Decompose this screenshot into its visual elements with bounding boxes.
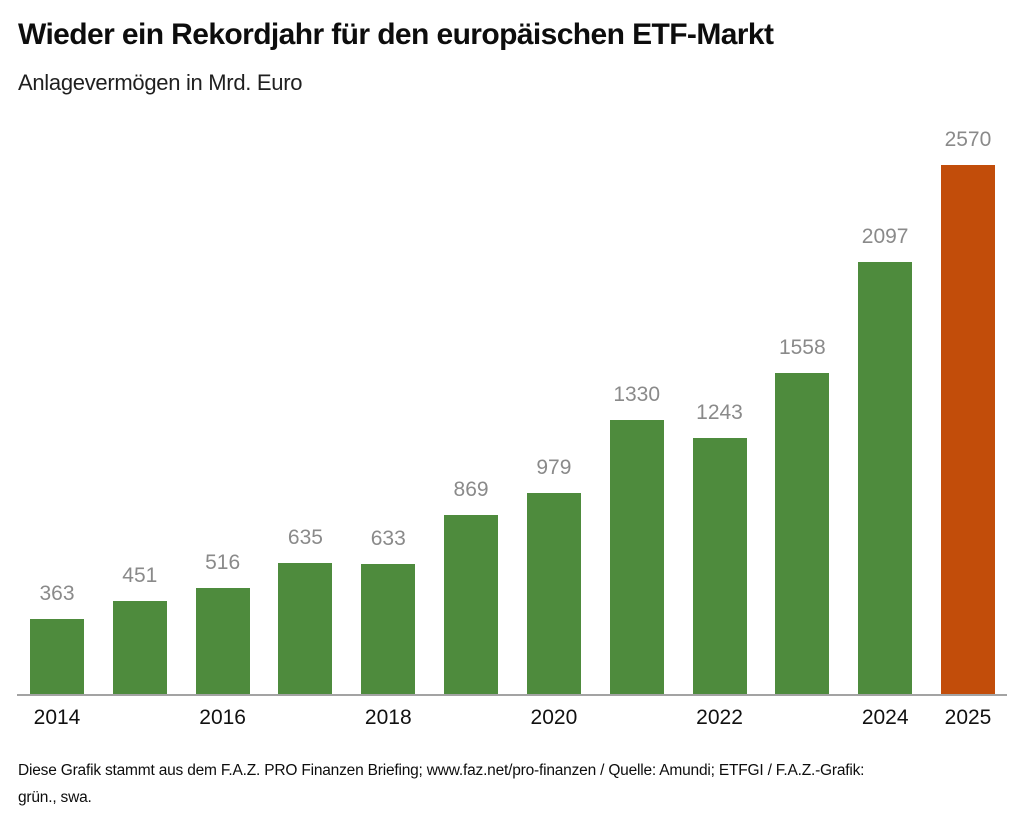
bar-value-label-2025: 2570 (944, 128, 992, 151)
bar-column-2022: 1243 (692, 401, 747, 694)
bar-column-2021: 1330 (609, 383, 664, 694)
bar-column-2017: 635 (278, 526, 333, 694)
bar-value-label-2014: 363 (39, 582, 75, 606)
bar-value-label-2024: 2097 (861, 225, 909, 249)
source-note: Diese Grafik stammt aus dem F.A.Z. PRO F… (18, 757, 1010, 811)
bar-column-2016: 516 (195, 550, 250, 694)
bar-column-2014: 363 (30, 582, 84, 694)
bar-value-label-2016: 516 (205, 550, 241, 574)
bar-2025 (940, 165, 995, 694)
bar-value-label-2021: 1330 (613, 383, 661, 407)
bar-2014 (30, 619, 84, 694)
bar-value-label-2017: 635 (287, 526, 323, 550)
x-tick-2025: 2025 (944, 706, 992, 729)
bar-column-2020: 979 (526, 455, 581, 694)
bar-2018 (361, 563, 416, 694)
bar-value-label-2018: 633 (370, 526, 406, 550)
source-note-line2: grün., swa. (18, 789, 92, 806)
bar-value-label-2015: 451 (122, 564, 158, 588)
x-axis-line (17, 694, 1007, 696)
x-tick-2022: 2022 (696, 706, 743, 729)
bar-value-label-2022: 1243 (696, 401, 743, 425)
bar-chart-plot: 363 451 516 635 633 869 979 1330 1243 1558 2097 257… (30, 120, 995, 694)
bar-column-2023: 1558 (775, 336, 830, 694)
bar-column-2024: 2097 (858, 225, 913, 694)
x-tick-2016: 2016 (199, 706, 246, 729)
bar-2021 (609, 420, 664, 694)
bar-2019 (444, 515, 499, 694)
bar-value-label-2023: 1558 (778, 336, 826, 360)
bar-column-2018: 633 (361, 526, 416, 694)
source-note-line1: Diese Grafik stammt aus dem F.A.Z. PRO F… (18, 762, 865, 779)
bar-2016 (195, 587, 250, 694)
bar-2023 (775, 373, 830, 694)
x-tick-2014: 2014 (33, 706, 81, 729)
bar-column-2025: 2570 (940, 128, 995, 694)
chart-title: Wieder ein Rekordjahr für den europäisch… (18, 18, 774, 51)
chart-subtitle: Anlagevermögen in Mrd. Euro (18, 70, 303, 95)
bar-2022 (692, 438, 747, 694)
bar-value-label-2020: 979 (536, 455, 572, 479)
x-tick-2024: 2024 (861, 706, 909, 729)
bar-value-label-2019: 869 (453, 478, 489, 502)
x-axis-tick-labels: 2014 2016 2018 2020 2022 2024 2025 (0, 706, 1024, 736)
bar-column-2019: 869 (444, 478, 499, 694)
bar-2015 (112, 601, 167, 694)
bar-2024 (858, 262, 913, 694)
bar-2017 (278, 563, 333, 694)
x-tick-2018: 2018 (364, 706, 412, 729)
bar-column-2015: 451 (112, 564, 167, 694)
bar-2020 (526, 492, 581, 694)
x-tick-2020: 2020 (530, 706, 578, 729)
